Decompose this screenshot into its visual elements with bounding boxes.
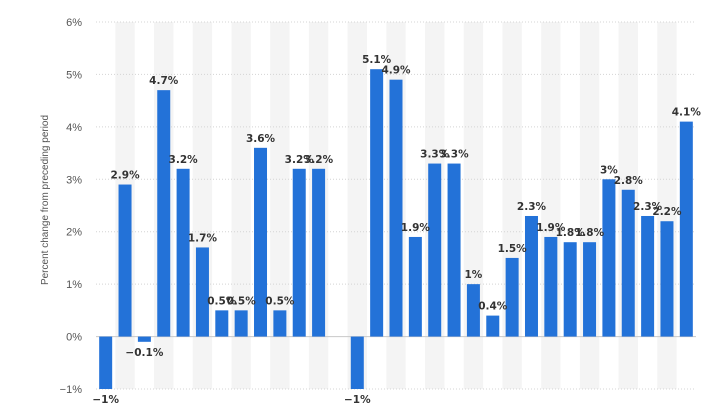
column-band — [270, 22, 290, 389]
data-labels: −1%2.9%−0.1%4.7%3.2%1.7%0.5%0.5%3.6%0.5%… — [92, 54, 701, 406]
bar — [137, 336, 151, 342]
data-label: 1.8% — [556, 227, 586, 239]
data-label: −1% — [92, 394, 119, 406]
data-label: 1.7% — [188, 232, 218, 244]
bars — [99, 69, 693, 389]
bar — [99, 336, 113, 389]
data-label: 4.7% — [149, 75, 179, 87]
bar — [621, 189, 635, 337]
data-label: 4.9% — [381, 65, 411, 77]
data-label: 0.5% — [207, 295, 237, 307]
data-label: 3.3% — [440, 149, 470, 161]
bar — [466, 284, 480, 337]
data-label: 3.6% — [246, 133, 276, 145]
y-tick-label: 1% — [66, 279, 82, 291]
bar — [312, 168, 326, 337]
data-label: 3.2% — [285, 154, 315, 166]
y-tick-label: 4% — [66, 122, 82, 134]
bar — [428, 163, 442, 337]
data-label: 0.5% — [227, 295, 257, 307]
data-label: 2.9% — [110, 170, 140, 182]
bar — [273, 310, 287, 337]
bar — [602, 179, 616, 337]
column-band — [231, 22, 251, 389]
data-label: 3.3% — [420, 149, 450, 161]
bar — [157, 90, 171, 337]
bar — [641, 215, 655, 337]
bar — [118, 184, 132, 337]
data-label: 0.4% — [478, 301, 508, 313]
data-label: 1% — [465, 269, 483, 281]
y-tick-label: −1% — [60, 384, 83, 396]
bar — [292, 168, 306, 337]
data-label: −1% — [344, 394, 371, 406]
y-axis-ticks: −1% 0% 1% 2% 3% 4% 5% 6% — [60, 17, 83, 396]
bar — [563, 242, 577, 337]
column-band — [347, 22, 367, 389]
data-label: 2.3% — [633, 201, 663, 213]
bar — [544, 236, 558, 337]
data-label: 2.2% — [652, 206, 682, 218]
bar — [370, 69, 384, 337]
y-tick-label: 6% — [66, 17, 82, 29]
data-label: 2.3% — [517, 201, 547, 213]
y-axis-label: Percent change from preceding period — [40, 115, 51, 285]
bar — [583, 242, 597, 337]
data-label: 4.1% — [672, 107, 702, 119]
bar — [447, 163, 461, 337]
bar — [679, 121, 693, 337]
bar — [486, 315, 500, 337]
bar — [254, 147, 268, 337]
bar — [176, 168, 190, 337]
bar — [215, 310, 229, 337]
data-label: 3.2% — [304, 154, 334, 166]
bar — [660, 221, 674, 337]
data-label: 2.8% — [614, 175, 644, 187]
bar — [195, 247, 209, 337]
data-label: 1.8% — [575, 227, 605, 239]
bar — [389, 79, 403, 337]
data-label: 1.5% — [498, 243, 528, 255]
y-tick-label: 5% — [66, 69, 82, 81]
data-label: 3% — [600, 164, 618, 176]
bar — [234, 310, 248, 337]
bar — [524, 215, 538, 337]
y-tick-label: 3% — [66, 174, 82, 186]
data-label: 0.5% — [265, 295, 295, 307]
y-tick-label: 0% — [66, 332, 82, 344]
data-label: −0.1% — [125, 347, 163, 359]
y-tick-label: 2% — [66, 227, 82, 239]
data-label: 1.9% — [401, 222, 431, 234]
data-label: 1.9% — [536, 222, 566, 234]
bar — [350, 336, 364, 389]
data-label: 3.2% — [169, 154, 199, 166]
bar — [408, 236, 422, 337]
data-label: 5.1% — [362, 54, 392, 66]
bar — [505, 257, 519, 337]
